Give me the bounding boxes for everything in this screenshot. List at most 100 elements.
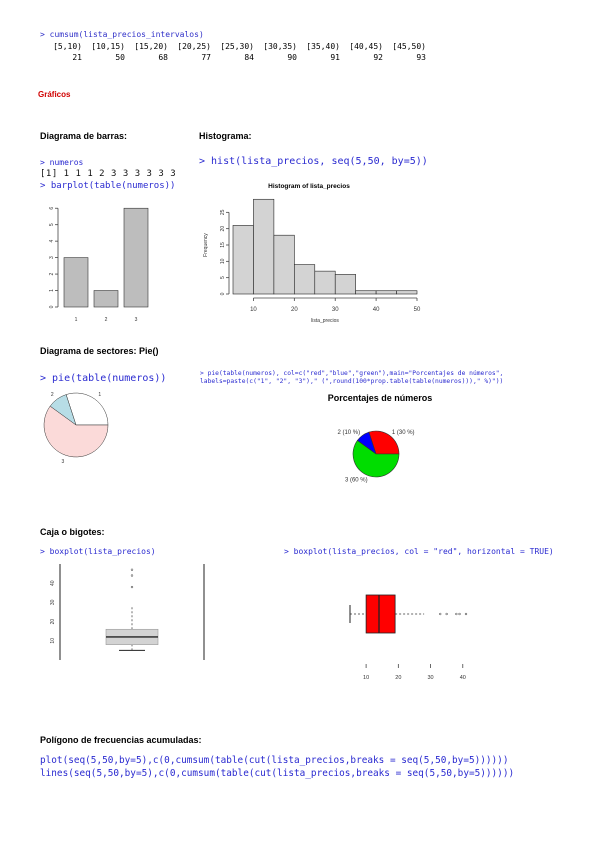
cumsum-interval: [35,40): [306, 42, 340, 51]
pie-label: 1: [98, 392, 101, 398]
x-tick-label: 30: [332, 307, 339, 313]
cumsum-column: [10,15) 50: [83, 41, 125, 63]
pie-colored-command-1: > pie(table(numeros), col=c("red","blue"…: [200, 370, 504, 377]
y-tick-label: 3: [49, 256, 55, 259]
poligono-heading: Polígono de frecuencias acumuladas:: [40, 735, 202, 745]
bar-3: [123, 207, 149, 308]
x-tick-label: 50: [414, 307, 421, 313]
x-tick-label: 30: [427, 675, 433, 681]
histograma-heading: Histograma:: [199, 131, 252, 141]
y-tick-label: 2: [49, 272, 55, 275]
hist-bar-10-15: [253, 198, 275, 295]
y-tick-label: 5: [220, 276, 226, 279]
y-tick-label: 10: [50, 638, 56, 644]
pie-label: 3 (60 %): [345, 478, 368, 484]
cumsum-column: [20,25) 77: [169, 41, 211, 63]
y-tick-label: 40: [50, 580, 56, 586]
barplot-command: > barplot(table(numeros)): [40, 181, 176, 191]
cumsum-interval: [45,50): [392, 42, 426, 51]
graficos-heading: Gráficos: [38, 90, 71, 99]
y-tick-label: 20: [50, 619, 56, 625]
bar-1: [63, 257, 89, 308]
pie-label: 2: [51, 392, 54, 398]
cumsum-column: [45,50) 93: [384, 41, 426, 63]
hist-bar-5-10: [232, 225, 254, 295]
y-tick-label: 0: [220, 292, 226, 295]
pie-slice-3: [43, 405, 109, 458]
x-axis-label: lista_precios: [311, 318, 339, 324]
barplot-chart: 0 1 2 3 4 5 6 1 2 3: [49, 207, 149, 323]
outlier-point: [130, 585, 134, 589]
cumsum-value: 68: [158, 53, 168, 62]
x-tick-label: 10: [250, 307, 257, 313]
histogram-chart: Histogram of lista_precios 10 20 30 40 50 0 5 10…: [203, 183, 421, 324]
pie-label: 3: [61, 459, 64, 465]
outlier-point: [455, 612, 458, 616]
cumsum-column: [25,30) 84: [212, 41, 254, 63]
pie-label: 2 (10 %): [337, 430, 360, 436]
cumsum-interval: [20,25): [177, 42, 211, 51]
pie-colored-chart: Porcentajes de números 1 (30 %) 2 (10 %) 3 …: [328, 393, 433, 484]
pie-slice-1: [368, 430, 400, 455]
hist-bar-40-45: [375, 290, 397, 295]
y-tick-label: 15: [220, 242, 226, 248]
boxplot-horizontal-chart: 10 20 30 40: [349, 594, 468, 681]
y-tick-label: 20: [220, 226, 226, 232]
cumsum-value: 90: [287, 53, 297, 62]
x-tick-label: 20: [395, 675, 401, 681]
cumsum-value: 50: [115, 53, 125, 62]
x-tick-label: 10: [363, 675, 369, 681]
cumsum-column: [30,35) 90: [255, 41, 297, 63]
boxplot-horizontal-command: > boxplot(lista_precios, col = "red", ho…: [284, 547, 554, 556]
cumsum-value: 93: [416, 53, 426, 62]
cumsum-column: [5,10) 21: [40, 41, 82, 63]
cumsum-interval: [30,35): [263, 42, 297, 51]
pie-slice-1: [65, 392, 109, 426]
x-tick-label: 3: [135, 317, 138, 323]
y-axis-label: Frequency: [203, 233, 209, 257]
sectores-heading: Diagrama de sectores: Pie(): [40, 346, 159, 356]
hist-command: > hist(lista_precios, seq(5,50, by=5)): [199, 156, 428, 167]
outlier-point: [464, 612, 468, 616]
cumsum-interval: [15,20): [134, 42, 168, 51]
pie-colored-title: Porcentajes de números: [328, 393, 433, 403]
bar-2: [93, 290, 119, 308]
outlier-point: [130, 574, 134, 577]
outlier-point: [445, 612, 448, 616]
x-tick-label: 40: [460, 675, 466, 681]
outlier-point: [458, 612, 461, 616]
boxplot-vertical-command: > boxplot(lista_precios): [40, 547, 156, 556]
pie-label: 1 (30 %): [392, 430, 415, 436]
hist-bar-30-35: [334, 274, 356, 295]
cumsum-command: > cumsum(lista_precios_intervalos): [40, 30, 204, 39]
cumsum-column: [40,45) 92: [341, 41, 383, 63]
cumsum-value: 21: [72, 53, 82, 62]
boxplot-vertical-chart: 10 20 30 40: [50, 564, 205, 660]
cumsum-value: 91: [330, 53, 340, 62]
outlier-point: [439, 612, 442, 616]
cumsum-column: [35,40) 91: [298, 41, 340, 63]
x-tick-label: 1: [75, 317, 78, 323]
cumsum-value: 84: [244, 53, 254, 62]
outlier-point: [130, 568, 134, 571]
pie-colored-command-2: labels=paste(c("1", "2", "3")," (",round…: [200, 378, 504, 385]
x-tick-label: 40: [373, 307, 380, 313]
pie-simple-chart: 1 2 3: [43, 392, 109, 465]
cumsum-interval: [10,15): [91, 42, 125, 51]
barras-heading: Diagrama de barras:: [40, 131, 128, 141]
y-tick-label: 30: [50, 599, 56, 605]
hist-bar-25-30: [314, 270, 336, 295]
cumsum-column: [15,20) 68: [126, 41, 168, 63]
cumsum-output: [5,10) 21 [10,15) 50 [15,20) 68 [20,25) 77 [25,3…: [40, 41, 440, 67]
y-tick-label: 0: [49, 305, 55, 308]
numeros-command: > numeros: [40, 158, 84, 167]
y-tick-label: 1: [49, 289, 55, 292]
caja-heading: Caja o bigotes:: [40, 527, 105, 537]
cumsum-interval: [5,10): [53, 42, 82, 51]
hist-title: Histogram of lista_precios: [268, 183, 350, 190]
y-tick-label: 4: [49, 240, 55, 243]
cumsum-interval: [25,30): [220, 42, 254, 51]
hist-bar-15-20: [273, 234, 295, 295]
cumsum-value: 77: [201, 53, 211, 62]
hist-bar-20-25: [294, 264, 316, 295]
